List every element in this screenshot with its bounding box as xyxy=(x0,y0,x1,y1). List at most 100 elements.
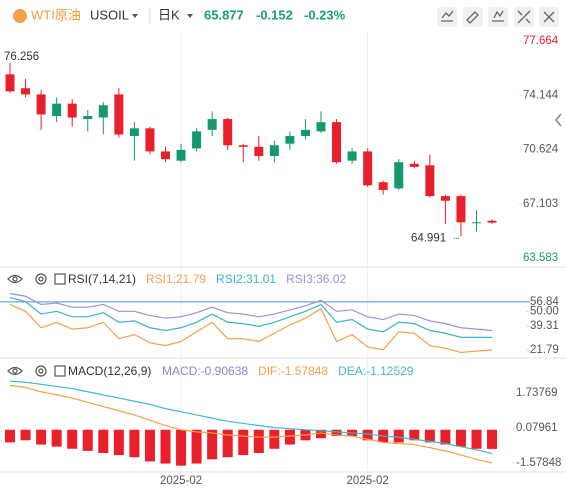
legend-entry: DIF:-1.57848 xyxy=(258,364,328,378)
candle-body xyxy=(254,146,264,157)
candle-body xyxy=(409,163,419,167)
indicator-line xyxy=(9,297,493,338)
macd-bar xyxy=(5,429,15,443)
period[interactable]: 日K xyxy=(158,7,180,22)
price: 65.877 xyxy=(204,7,244,22)
candle-body xyxy=(176,149,186,161)
macd-bar xyxy=(269,429,280,449)
candle-body xyxy=(425,165,435,197)
indicator-line xyxy=(9,380,493,455)
legend-entry: DEA:-1.12529 xyxy=(338,364,414,378)
macd-bar xyxy=(160,429,171,464)
candle-body xyxy=(440,196,450,201)
y-tick-label: 67.103 xyxy=(523,198,558,210)
tool-icon xyxy=(441,10,454,22)
candle-body xyxy=(192,131,202,149)
indicator-title: RSI(7,14,21) xyxy=(68,272,136,286)
instrument-name: WTI原油 xyxy=(31,7,81,22)
macd-bar xyxy=(191,429,202,464)
candle-body xyxy=(36,94,46,115)
macd-bar xyxy=(471,429,482,449)
max-annotation: 76.256 xyxy=(4,51,39,63)
candle-body xyxy=(378,182,388,190)
macd-bar xyxy=(20,429,31,441)
candle-body xyxy=(67,103,77,118)
candle-body xyxy=(472,222,481,224)
x-tick-label: 2025-02 xyxy=(160,475,202,487)
macd-bar xyxy=(487,429,498,449)
candle-body xyxy=(269,145,279,157)
gear-icon[interactable] xyxy=(35,273,47,285)
macd-bar xyxy=(331,429,342,437)
candle-body xyxy=(161,151,170,160)
macd-bar xyxy=(409,429,420,441)
eye-icon[interactable] xyxy=(7,274,23,284)
macd-bar xyxy=(129,429,140,458)
candle-body xyxy=(487,220,497,223)
macd-bar xyxy=(67,429,78,449)
macd-bar xyxy=(393,429,404,443)
legend-entry: RSI3:36.02 xyxy=(286,272,346,286)
indicator-title: MACD(12,26,9) xyxy=(68,364,151,378)
y-tick-label: 63.583 xyxy=(523,252,558,264)
macd-bar xyxy=(284,429,295,445)
dropdown-arrow xyxy=(132,14,138,18)
symbol[interactable]: USOIL xyxy=(90,7,129,22)
eye-icon[interactable] xyxy=(7,366,23,376)
candle-body xyxy=(5,74,15,92)
candle-body xyxy=(98,105,108,118)
candle-body xyxy=(145,128,155,152)
y-tick-label: 21.79 xyxy=(530,344,559,356)
tool-icon xyxy=(517,10,531,24)
macd-bar xyxy=(113,429,124,456)
macd-bar xyxy=(36,429,47,445)
toolbar xyxy=(437,7,559,27)
macd-bar xyxy=(455,429,466,447)
macd-bar xyxy=(51,429,62,447)
macd-bar xyxy=(424,429,435,443)
candle-body xyxy=(300,129,310,137)
macd-bar xyxy=(238,429,249,456)
min-annotation: 64.991 xyxy=(411,232,446,244)
box-icon[interactable] xyxy=(54,365,66,377)
macd-bar xyxy=(253,429,264,453)
indicator-line xyxy=(9,384,493,464)
macd-bar xyxy=(144,429,155,462)
y-tick-label: 39.31 xyxy=(530,320,559,332)
y-tick-label: 56.84 xyxy=(530,296,559,308)
price-change-pct: -0.23% xyxy=(304,7,346,22)
candle-body xyxy=(456,196,466,223)
logo xyxy=(13,9,27,23)
candle-body xyxy=(363,151,373,186)
macd-bar xyxy=(98,429,109,453)
tool-icon xyxy=(466,11,479,24)
candle-body xyxy=(83,115,93,120)
candle-body xyxy=(238,145,248,147)
candle-body xyxy=(285,136,295,144)
candle-body xyxy=(394,162,404,189)
macd-bar xyxy=(222,429,233,458)
macd-bar xyxy=(207,429,218,460)
y-tick-label: 0.07961 xyxy=(516,422,558,434)
y-tick-label: 74.144 xyxy=(523,89,559,101)
box-icon[interactable] xyxy=(54,273,66,285)
tool-button[interactable] xyxy=(463,7,483,27)
macd-bar xyxy=(176,429,187,466)
tool-button[interactable] xyxy=(437,7,457,27)
candle-body xyxy=(129,128,139,137)
candle-body xyxy=(21,88,31,95)
legend-entry: MACD:-0.90638 xyxy=(162,364,248,378)
tool-button[interactable] xyxy=(488,7,508,27)
x-tick-label: 2025-02 xyxy=(347,475,389,487)
candle-body xyxy=(223,119,233,146)
candle-body xyxy=(207,119,217,130)
gear-icon[interactable] xyxy=(35,365,47,377)
macd-bar xyxy=(82,429,93,451)
candle-body xyxy=(114,94,124,135)
candle-body xyxy=(52,103,62,116)
collapse-arrow[interactable] xyxy=(555,113,562,127)
dropdown-arrow xyxy=(187,14,193,18)
macd-bar xyxy=(362,429,373,441)
